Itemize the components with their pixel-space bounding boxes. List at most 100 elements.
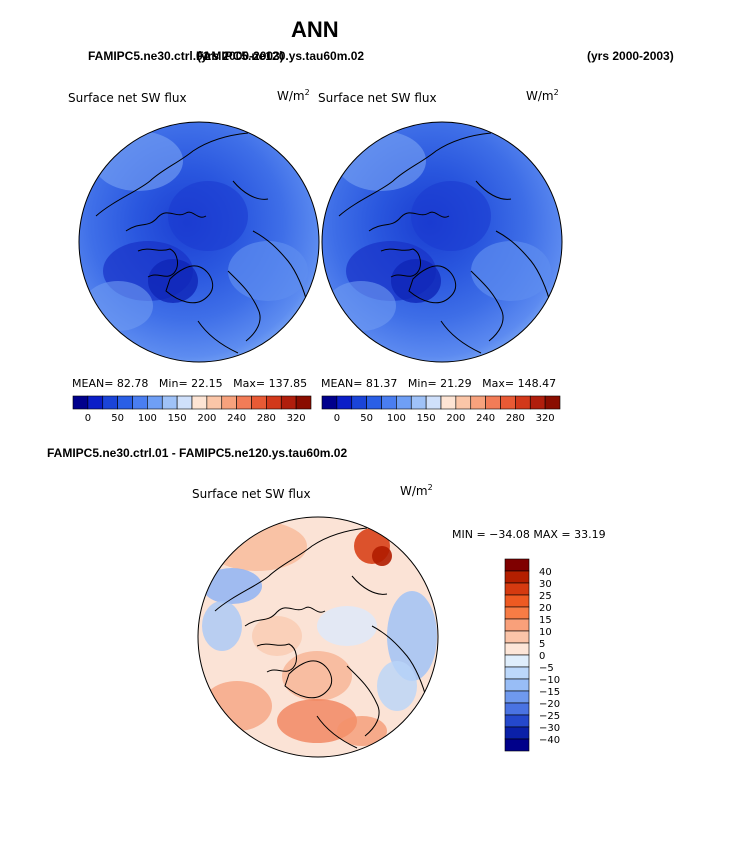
cb1-swatch [132, 395, 148, 410]
cb3-tick-label: 40 [539, 567, 552, 578]
cb3-swatch [504, 594, 530, 608]
cb1-swatch [280, 395, 297, 410]
cb3-swatch [504, 642, 530, 656]
cb1-tick-label: 100 [138, 413, 157, 423]
cb1-tick-label: 50 [111, 413, 124, 423]
cb2-tick-label: 50 [360, 413, 373, 423]
cb2-swatch [425, 395, 442, 410]
cb3-swatch [504, 726, 530, 740]
cb3-tick-label: 10 [539, 627, 552, 638]
cb3-swatch [504, 618, 530, 632]
cb2-tick-label: 150 [417, 413, 436, 423]
cb2-swatch [500, 395, 516, 410]
cb3-swatch [504, 678, 530, 692]
cb3-tick-label: 20 [539, 603, 552, 614]
panel1-stats: MEAN= 82.78 Min= 22.15 Max= 137.85 [72, 377, 308, 390]
cb3-tick-label: 0 [539, 651, 545, 662]
main-title: ANN [291, 17, 339, 42]
cb1-swatch [221, 395, 237, 410]
cb2-swatch [410, 395, 427, 410]
cb1-swatch [266, 395, 282, 410]
cb2-swatch [529, 395, 546, 410]
cb3-tick-label: −20 [539, 699, 560, 710]
cb1-swatch [206, 395, 223, 410]
panel3-units: W/m2 [400, 483, 433, 498]
cb2-tick-label: 200 [446, 413, 465, 423]
cb1-tick-label: 200 [197, 413, 216, 423]
cb1-tick-label: 280 [257, 413, 276, 423]
panel2-stats: MEAN= 81.37 Min= 21.29 Max= 148.47 [321, 377, 557, 390]
cb3-tick-label: −25 [539, 711, 560, 722]
cb1-tick-label: 240 [227, 413, 246, 423]
cb3-tick-label: 5 [539, 639, 545, 650]
cb1-swatch [87, 395, 104, 410]
panel2-boundary [321, 121, 563, 363]
cb2-tick-label: 0 [334, 413, 340, 423]
cb3-swatch [504, 606, 530, 620]
cb2-swatch [515, 395, 531, 410]
cb3-swatch [504, 666, 530, 680]
cb3-tick-label: −15 [539, 687, 560, 698]
panel2-coastlines [338, 132, 552, 354]
cb2-swatch [544, 395, 561, 410]
panel1-colorbar: 0 50 100 150 200 240 280 320 [72, 395, 312, 423]
cb2-swatch [366, 395, 382, 410]
cb3-tick-label: −10 [539, 675, 560, 686]
case-name-right: FAMIPC5.ne120.ys.tau60m.02 [196, 49, 365, 63]
cb1-swatch [102, 395, 118, 410]
cb3-tick-label: −5 [539, 663, 554, 674]
cb1-tick-label: 150 [168, 413, 187, 423]
diff-header: FAMIPC5.ne30.ctrl.01 - FAMIPC5.ne120.ys.… [47, 446, 348, 460]
cb2-tick-label: 280 [506, 413, 525, 423]
cb3-swatch [504, 738, 530, 752]
panel3-coastlines [214, 527, 428, 749]
cb3-swatch [504, 558, 530, 572]
cb2-swatch [485, 395, 501, 410]
cb3-tick-label: −40 [539, 735, 560, 746]
years-left: (yrs 2000-2003) [197, 49, 284, 63]
cb2-swatch [336, 395, 353, 410]
cb3-tick-label: 15 [539, 615, 552, 626]
panel3-map [197, 516, 439, 758]
cb2-swatch [381, 395, 397, 410]
panel2-map [321, 121, 563, 363]
panel3-title: Surface net SW flux [192, 487, 311, 501]
cb1-swatch [251, 395, 267, 410]
cb2-tick-label: 240 [476, 413, 495, 423]
cb1-swatch [236, 395, 252, 410]
panel1-boundary [78, 121, 320, 363]
cb2-swatch [440, 395, 457, 410]
cb3-swatch [504, 714, 530, 728]
cb1-swatch [161, 395, 178, 410]
cb2-tick-label: 320 [536, 413, 555, 423]
panel1-units: W/m2 [277, 88, 310, 103]
panel1-title: Surface net SW flux [68, 91, 187, 105]
panel2-title: Surface net SW flux [318, 91, 437, 105]
cb1-swatch [72, 395, 89, 410]
cb3-swatch [504, 654, 530, 668]
cb1-swatch [295, 395, 312, 410]
cb1-tick-label: 0 [85, 413, 91, 423]
cb2-swatch [321, 395, 338, 410]
panel2-field-patches [326, 131, 551, 331]
years-right: (yrs 2000-2003) [587, 49, 674, 63]
cb3-swatch [504, 630, 530, 644]
cb3-swatch [504, 702, 530, 716]
cb2-swatch [470, 395, 486, 410]
cb3-tick-label: 25 [539, 591, 552, 602]
panel1-map [78, 121, 320, 363]
cb3-swatch [504, 582, 530, 596]
cb1-swatch [191, 395, 208, 410]
cb1-swatch [117, 395, 133, 410]
cb2-swatch [351, 395, 367, 410]
cb3-tick-label: −30 [539, 723, 560, 734]
cb2-swatch [396, 395, 412, 410]
cb3-swatch [504, 690, 530, 704]
cb3-swatch [504, 570, 530, 584]
case-name-left: FAMIPC5.ne30.ctrl.01 [88, 49, 210, 63]
cb1-tick-label: 320 [287, 413, 306, 423]
panel3-boundary [197, 516, 439, 758]
panel3-stats: MIN = −34.08 MAX = 33.19 [452, 528, 606, 541]
cb3-tick-label: 30 [539, 579, 552, 590]
